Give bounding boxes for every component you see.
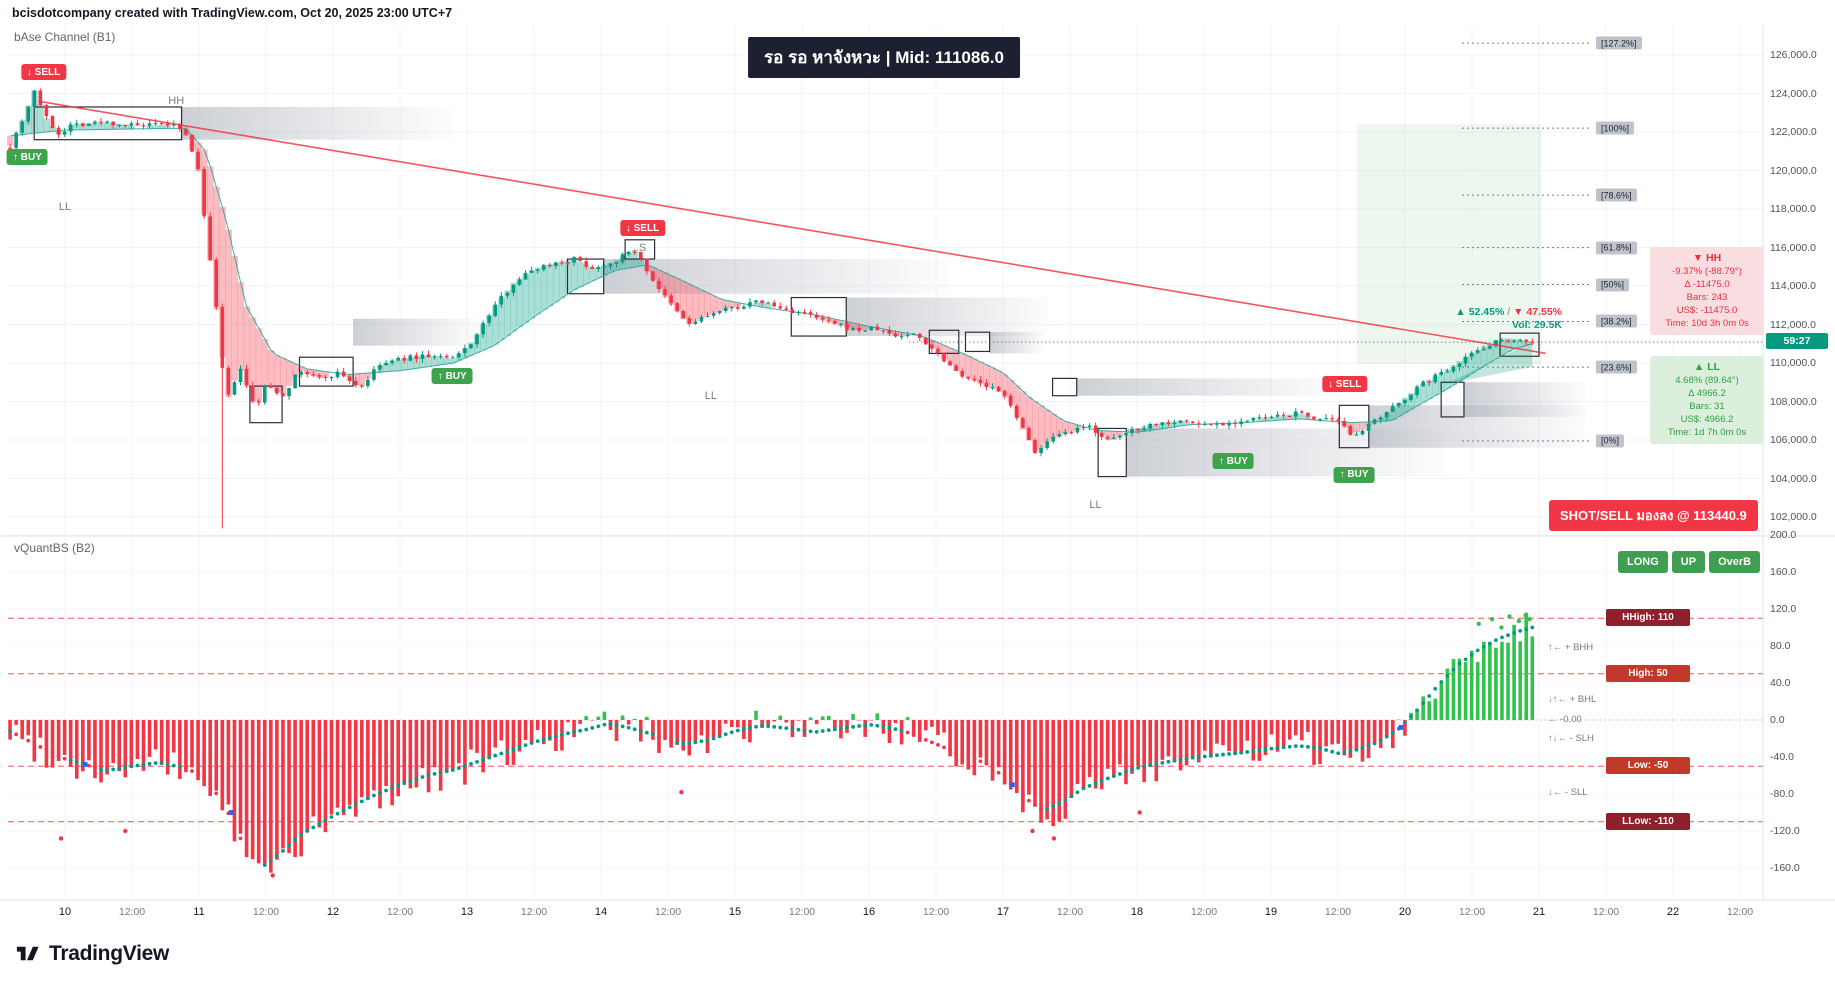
osc-blue-marker	[82, 762, 88, 767]
overb-button[interactable]: OverB	[1709, 551, 1761, 573]
tradingview-logo-icon	[16, 946, 39, 961]
osc-red-dot	[1137, 810, 1142, 815]
supply-demand-zone	[181, 106, 454, 140]
candles	[8, 88, 1535, 529]
projection-zone	[1356, 124, 1542, 364]
consolidation-box	[624, 239, 656, 260]
osc-red-dot	[58, 836, 64, 841]
osc-blue-marker	[1009, 782, 1015, 788]
osc-green-dot	[1507, 614, 1512, 619]
osc-green-dot	[1516, 618, 1522, 624]
osc-red-dot	[123, 828, 128, 834]
supply-demand-zone	[1076, 378, 1338, 396]
osc-red-dot	[1030, 828, 1035, 834]
consolidation-box	[1440, 381, 1465, 418]
consolidation-box	[1499, 332, 1540, 357]
supply-demand-zone	[353, 318, 481, 346]
supply-demand-zone	[846, 297, 1050, 337]
consolidation-box	[1097, 427, 1127, 478]
osc-red-dot	[270, 873, 275, 878]
ll-rise-shading	[1445, 342, 1533, 385]
tradingview-logo-text: TradingView	[49, 941, 170, 965]
osc-green-dot	[1476, 621, 1481, 626]
osc-red-dot	[1051, 836, 1057, 841]
osc-green-dot	[1499, 625, 1504, 630]
osc-red-dot	[679, 789, 684, 795]
osc-blue-marker	[1398, 725, 1404, 730]
osc-green-dot	[1523, 613, 1528, 618]
consolidation-box	[298, 356, 354, 387]
osc-blue-marker	[228, 810, 234, 815]
supply-demand-zone	[1463, 382, 1586, 417]
downtrend-line	[38, 100, 1546, 355]
baseline	[10, 127, 1533, 433]
oscillator-histogram	[8, 612, 1535, 873]
tradingview-logo[interactable]: TradingView	[14, 940, 169, 967]
osc-green-dot	[1489, 616, 1495, 622]
consolidation-box	[566, 258, 605, 295]
supply-demand-zone	[989, 332, 1044, 354]
up-button[interactable]: UP	[1671, 551, 1706, 573]
supply-demand-zone	[603, 259, 950, 294]
consolidation-box	[790, 296, 847, 337]
long-button[interactable]: LONG	[1618, 551, 1668, 573]
consolidation-box	[33, 106, 183, 141]
oscillator-buttons: LONG UP OverB	[1618, 551, 1761, 573]
oscillator-signal-dots	[8, 625, 1535, 867]
osc-green-dot	[1527, 616, 1532, 622]
consolidation-box	[1051, 377, 1078, 397]
